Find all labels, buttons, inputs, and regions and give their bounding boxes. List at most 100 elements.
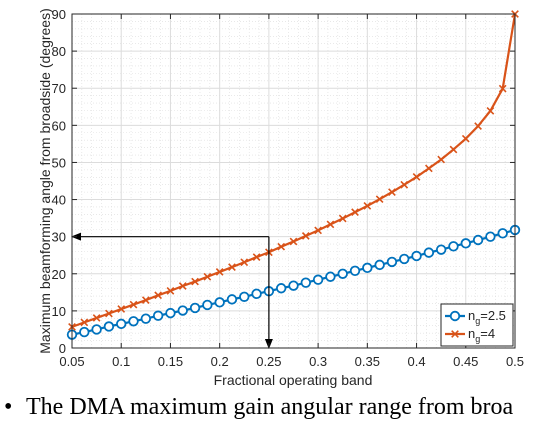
data-point: [497, 228, 508, 239]
x-tick-label: 0.4: [408, 354, 426, 369]
data-point: [166, 286, 175, 295]
y-axis-label: Maximum beamforming angle from broadside…: [37, 8, 53, 353]
annotations: [71, 232, 273, 349]
data-point: [103, 321, 115, 332]
data-point: [362, 262, 373, 274]
marker-stroke: [451, 330, 459, 338]
marker-stroke: [351, 208, 359, 217]
data-point: [239, 291, 250, 302]
data-point: [92, 314, 101, 322]
marker-stroke: [80, 318, 89, 327]
x-tick-label: 0.5: [506, 354, 524, 369]
data-point: [80, 318, 89, 327]
y-tick-label: 90: [52, 7, 66, 22]
marker-stroke: [424, 164, 433, 173]
caption-bullet: •: [4, 394, 13, 420]
x-tick-label: 0.3: [309, 354, 327, 369]
data-point: [386, 256, 398, 268]
marker-stroke: [498, 84, 507, 93]
data-point: [191, 277, 199, 286]
y-tick-label: 60: [52, 118, 66, 133]
data-point: [165, 307, 176, 319]
marker-stroke: [191, 277, 199, 286]
data-point: [349, 265, 361, 277]
marker-stroke: [277, 242, 286, 251]
legend-box: [440, 303, 514, 347]
legend-label: ng=4: [468, 326, 495, 344]
data-point: [178, 282, 187, 290]
marker-stroke: [166, 286, 175, 295]
y-tick-label: 50: [52, 155, 66, 170]
data-point: [424, 164, 433, 173]
data-point: [400, 180, 409, 189]
marker-stroke: [400, 180, 409, 189]
x-tick-label: 0.1: [112, 354, 130, 369]
plot-frame: [71, 13, 516, 349]
data-point: [312, 274, 324, 285]
data-point: [177, 305, 188, 316]
marker-stroke: [363, 201, 372, 210]
legend-item: ng=4: [445, 326, 495, 344]
data-point: [351, 208, 359, 217]
series-1: [66, 224, 521, 340]
data-point: [474, 122, 482, 130]
marker-stroke: [289, 237, 298, 246]
marker-stroke: [215, 268, 224, 276]
ticks: 0.05 0.1 0.15 0.2 0.25 0.3 0.35 0.4 0.45 0.5 0 10 20…: [52, 7, 525, 369]
data-point: [498, 84, 507, 93]
data-point: [461, 134, 470, 143]
x-tick-label: 0.35: [355, 354, 380, 369]
data-point: [485, 231, 496, 242]
series-group: [66, 10, 521, 340]
data-point: [226, 294, 238, 305]
data-point: [314, 226, 322, 235]
x-axis-label: Fractional operating band: [214, 372, 373, 388]
marker-stroke: [178, 282, 187, 290]
data-point: [141, 296, 150, 304]
caption-text: • The DMA maximum gain angular range from…: [4, 392, 550, 422]
data-point: [228, 263, 236, 271]
legend: ng=2.5ng=4: [440, 303, 514, 347]
data-point: [337, 268, 348, 279]
data-point: [301, 232, 310, 240]
data-point: [91, 324, 102, 335]
y-tick-label: 0: [59, 341, 66, 356]
marker-stroke: [203, 272, 212, 281]
marker-stroke: [461, 134, 470, 143]
data-point: [128, 316, 139, 327]
data-point: [460, 238, 471, 249]
data-point: [116, 318, 127, 330]
marker-stroke: [228, 263, 236, 271]
chart: 0.05 0.1 0.15 0.2 0.25 0.3 0.35 0.4 0.45 0.5 0 10 20…: [37, 7, 525, 388]
marker-stroke: [154, 291, 163, 300]
data-point: [326, 220, 335, 229]
data-point: [289, 237, 298, 246]
caption-body: The DMA maximum gain angular range from …: [26, 394, 514, 420]
legend-item: ng=2.5: [445, 308, 506, 326]
data-point: [325, 271, 336, 282]
y-tick-label: 30: [52, 230, 66, 245]
data-point: [288, 280, 299, 291]
data-point: [338, 214, 347, 223]
y-tick-label: 70: [52, 81, 66, 96]
y-tick-label: 10: [52, 304, 66, 319]
x-tick-label: 0.2: [211, 354, 229, 369]
data-point: [215, 268, 224, 276]
data-point: [472, 234, 484, 246]
data-point: [374, 259, 385, 271]
data-point: [105, 309, 113, 318]
data-point: [486, 106, 495, 115]
y-tick-label: 20: [52, 267, 66, 282]
data-point: [277, 242, 286, 251]
plot-background: [72, 14, 515, 348]
marker-stroke: [141, 296, 150, 304]
x-tick-label: 0.15: [158, 354, 183, 369]
marker-stroke: [92, 314, 101, 322]
marker-stroke: [326, 220, 335, 229]
data-point: [240, 258, 249, 267]
data-point: [399, 253, 410, 265]
marker-stroke: [252, 253, 261, 261]
data-point: [448, 241, 459, 252]
data-point: [152, 310, 164, 321]
data-point: [275, 283, 287, 294]
